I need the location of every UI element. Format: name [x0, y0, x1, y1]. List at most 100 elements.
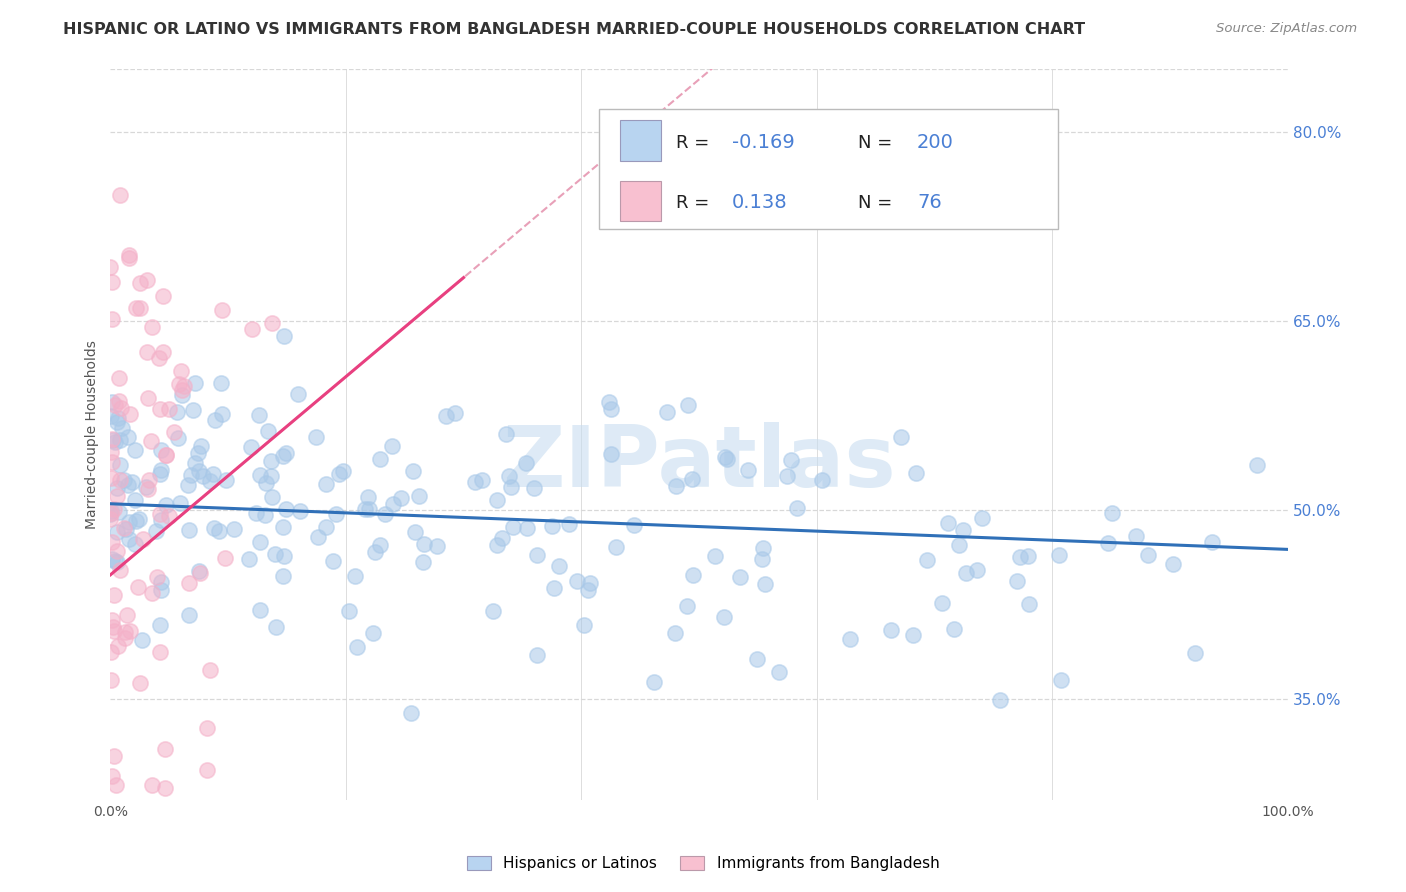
Point — [257, 424, 280, 438]
Point — [600, 401, 623, 416]
Point — [108, 433, 131, 447]
Point — [713, 450, 735, 465]
Point — [125, 514, 148, 528]
Text: 200: 200 — [917, 133, 953, 152]
Point — [322, 554, 344, 568]
Point — [1018, 597, 1040, 611]
Point — [117, 477, 139, 491]
Point — [201, 467, 224, 482]
Text: 76: 76 — [917, 194, 942, 212]
Point — [402, 464, 425, 478]
Y-axis label: Married-couple Households: Married-couple Households — [86, 340, 100, 529]
Point — [150, 575, 173, 590]
Point — [149, 443, 172, 458]
Point — [148, 645, 170, 659]
Point — [100, 445, 122, 459]
Point — [786, 501, 808, 516]
Point — [112, 521, 135, 535]
Point — [737, 463, 759, 477]
Point — [100, 409, 122, 424]
Point — [381, 439, 404, 453]
Point — [125, 301, 148, 316]
Point — [579, 575, 602, 590]
Point — [187, 446, 209, 460]
Point — [103, 433, 125, 447]
Point — [273, 328, 295, 343]
Point — [103, 748, 125, 763]
Text: ZIPatlas: ZIPatlas — [502, 422, 896, 505]
Point — [141, 320, 163, 334]
Point — [149, 467, 172, 481]
Point — [100, 260, 122, 274]
Point — [412, 555, 434, 569]
Point — [368, 451, 391, 466]
Text: R =: R = — [675, 134, 714, 152]
Point — [149, 513, 172, 527]
Point — [357, 502, 380, 516]
Point — [260, 316, 283, 330]
Point — [328, 467, 350, 482]
Point — [108, 458, 131, 473]
Point — [780, 452, 803, 467]
Point — [177, 576, 200, 591]
Point — [443, 406, 465, 420]
Point — [107, 410, 129, 425]
Point — [1005, 574, 1028, 589]
Point — [188, 565, 211, 579]
Point — [100, 673, 122, 688]
Point — [363, 626, 385, 640]
Point — [100, 507, 122, 521]
Point — [1101, 506, 1123, 520]
Point — [167, 376, 190, 391]
Point — [273, 549, 295, 564]
Point — [486, 538, 509, 552]
Point — [108, 187, 131, 202]
Point — [1047, 548, 1070, 562]
Point — [952, 523, 974, 537]
Text: -0.169: -0.169 — [733, 133, 794, 152]
Point — [204, 413, 226, 427]
Point — [548, 559, 571, 574]
Point — [239, 440, 262, 454]
Point — [104, 398, 127, 412]
Point — [540, 518, 562, 533]
Point — [966, 563, 988, 577]
Point — [120, 407, 142, 421]
Point — [114, 625, 136, 640]
Point — [1161, 557, 1184, 571]
Point — [1050, 673, 1073, 687]
Point — [1201, 534, 1223, 549]
Point — [238, 551, 260, 566]
Point — [124, 442, 146, 457]
Point — [110, 563, 132, 577]
Point — [107, 489, 129, 503]
Point — [118, 248, 141, 262]
Point — [132, 533, 155, 547]
Point — [150, 463, 173, 477]
Point — [404, 525, 426, 540]
Point — [491, 531, 513, 545]
Point — [357, 490, 380, 504]
Point — [262, 490, 284, 504]
Point — [190, 439, 212, 453]
Point — [382, 497, 405, 511]
Point — [408, 489, 430, 503]
Point — [166, 405, 188, 419]
Point — [271, 569, 294, 583]
Point — [129, 301, 152, 316]
Point — [259, 469, 281, 483]
Text: HISPANIC OR LATINO VS IMMIGRANTS FROM BANGLADESH MARRIED-COUPLE HOUSEHOLDS CORRE: HISPANIC OR LATINO VS IMMIGRANTS FROM BA… — [63, 22, 1085, 37]
Point — [495, 427, 517, 442]
Point — [202, 521, 225, 535]
Point — [988, 693, 1011, 707]
Point — [184, 376, 207, 391]
Point — [572, 618, 595, 632]
Point — [105, 481, 128, 495]
Point — [131, 633, 153, 648]
Point — [112, 473, 135, 487]
Point — [516, 521, 538, 535]
Point — [943, 623, 966, 637]
Text: N =: N = — [858, 194, 898, 212]
Point — [110, 401, 132, 415]
Point — [325, 507, 347, 521]
